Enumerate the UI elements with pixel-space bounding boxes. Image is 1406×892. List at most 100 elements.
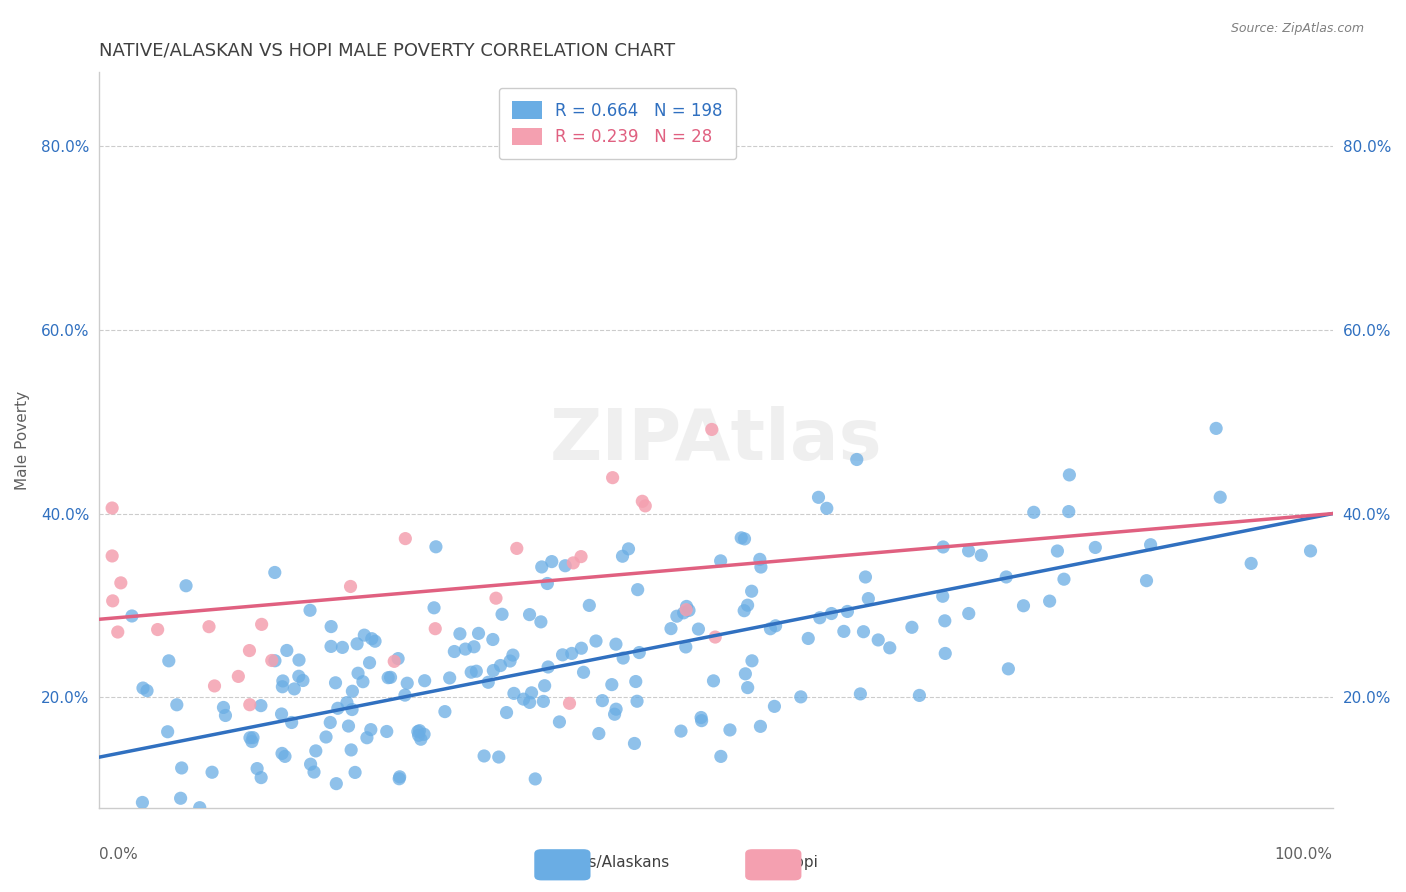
Point: [628, 646, 651, 660]
Text: Source: ZipAtlas.com: Source: ZipAtlas.com: [1230, 22, 1364, 36]
Point: [270, 706, 292, 721]
Point: [512, 692, 534, 706]
Point: [520, 686, 543, 700]
Point: [332, 640, 354, 655]
Point: [342, 684, 364, 698]
Point: [908, 689, 931, 703]
Point: [288, 653, 311, 667]
Point: [578, 599, 600, 613]
Point: [409, 732, 432, 747]
Point: [503, 686, 526, 700]
Point: [283, 681, 305, 696]
Y-axis label: Male Poverty: Male Poverty: [15, 391, 30, 490]
Point: [530, 560, 553, 574]
Point: [214, 708, 236, 723]
Point: [1139, 538, 1161, 552]
Point: [530, 615, 553, 629]
Text: Hopi: Hopi: [785, 855, 818, 870]
Point: [820, 607, 842, 621]
Point: [1039, 594, 1062, 608]
Point: [433, 705, 456, 719]
Point: [957, 607, 980, 621]
Point: [790, 690, 813, 704]
Point: [1046, 544, 1069, 558]
Point: [710, 749, 733, 764]
Point: [855, 570, 877, 584]
Point: [238, 643, 260, 657]
Point: [1205, 421, 1227, 435]
Point: [344, 765, 367, 780]
Point: [325, 777, 347, 791]
Point: [626, 694, 648, 708]
Point: [524, 772, 547, 786]
Point: [815, 501, 838, 516]
Point: [934, 647, 956, 661]
Point: [364, 634, 387, 648]
Point: [250, 771, 273, 785]
Point: [631, 494, 654, 508]
Point: [591, 693, 613, 707]
Point: [995, 570, 1018, 584]
Text: NATIVE/ALASKAN VS HOPI MALE POVERTY CORRELATION CHART: NATIVE/ALASKAN VS HOPI MALE POVERTY CORR…: [100, 42, 675, 60]
Point: [605, 702, 627, 716]
Point: [702, 673, 724, 688]
Point: [585, 634, 607, 648]
Point: [360, 632, 382, 646]
Point: [101, 501, 124, 516]
Point: [166, 698, 188, 712]
Point: [718, 723, 741, 737]
Point: [340, 702, 363, 716]
Point: [170, 761, 193, 775]
Point: [360, 723, 382, 737]
Point: [387, 651, 409, 665]
Point: [704, 630, 727, 644]
Point: [737, 598, 759, 612]
Point: [808, 611, 831, 625]
Point: [602, 470, 624, 484]
Point: [482, 632, 505, 647]
Point: [240, 734, 263, 748]
Point: [1240, 557, 1263, 571]
Point: [413, 727, 436, 741]
Point: [340, 743, 363, 757]
Point: [291, 673, 314, 688]
Point: [250, 698, 273, 713]
Point: [443, 644, 465, 658]
Point: [690, 714, 713, 728]
Point: [506, 541, 529, 556]
Point: [423, 600, 446, 615]
Point: [339, 579, 361, 593]
Point: [131, 796, 153, 810]
Point: [832, 624, 855, 639]
Point: [315, 730, 337, 744]
Point: [394, 688, 416, 702]
Point: [156, 724, 179, 739]
Point: [375, 724, 398, 739]
Point: [1209, 490, 1232, 504]
Point: [733, 604, 755, 618]
Point: [347, 666, 370, 681]
Point: [188, 800, 211, 814]
Point: [588, 726, 610, 740]
Point: [537, 660, 560, 674]
Text: 100.0%: 100.0%: [1275, 847, 1333, 863]
Point: [271, 747, 294, 761]
Point: [807, 491, 830, 505]
Point: [465, 664, 488, 678]
Text: ZIPAtlas: ZIPAtlas: [550, 406, 883, 475]
Point: [536, 576, 558, 591]
Point: [901, 620, 924, 634]
Point: [201, 765, 224, 780]
Point: [250, 617, 273, 632]
Point: [264, 654, 287, 668]
Point: [337, 719, 360, 733]
Point: [678, 603, 700, 617]
Point: [101, 549, 124, 563]
Point: [169, 791, 191, 805]
Point: [1084, 541, 1107, 555]
Point: [425, 540, 447, 554]
Point: [845, 452, 868, 467]
Point: [388, 770, 411, 784]
Point: [394, 532, 416, 546]
Point: [759, 622, 782, 636]
